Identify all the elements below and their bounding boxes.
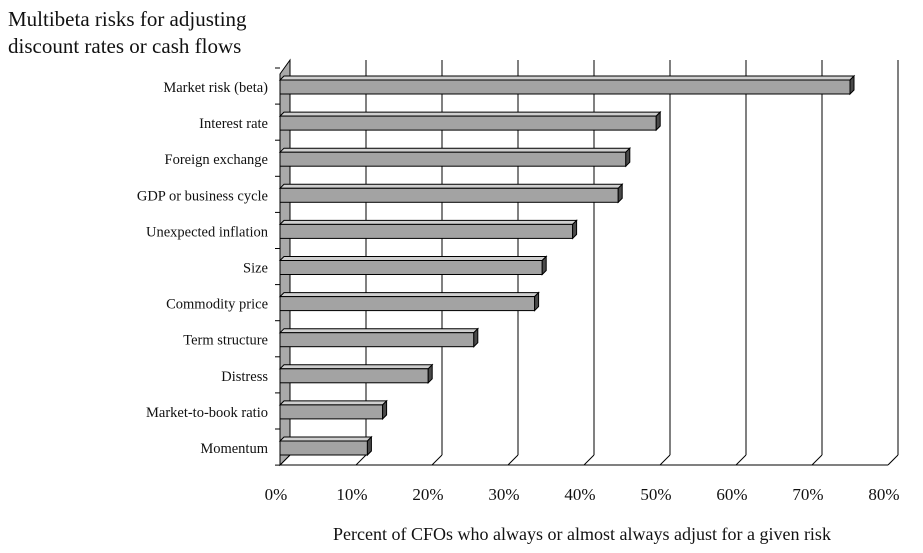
x-tick-label: 70%	[792, 485, 823, 504]
bar	[278, 255, 548, 276]
bar-side-face	[625, 146, 631, 168]
x-tick-label: 0%	[265, 485, 288, 504]
bar-side-face	[655, 110, 661, 132]
category-label: Term structure	[183, 333, 268, 349]
floor-edge	[887, 454, 899, 466]
bar-front-face	[279, 223, 574, 239]
bar-front-face	[279, 368, 429, 384]
bar-front-face	[279, 187, 619, 203]
category-label: GDP or business cycle	[137, 188, 268, 204]
bar	[278, 291, 540, 312]
category-label: Commodity price	[166, 297, 268, 313]
bar	[278, 146, 632, 168]
x-tick-label: 10%	[336, 485, 367, 504]
category-label: Interest rate	[199, 116, 268, 132]
bar	[278, 219, 578, 240]
bar-top-face	[278, 256, 548, 261]
bar	[278, 327, 480, 348]
category-label: Market-to-book ratio	[146, 405, 268, 421]
bar-front-face	[279, 440, 368, 456]
floor-edge	[811, 454, 823, 466]
chart-title-line-1: Multibeta risks for adjusting	[8, 7, 247, 31]
bar-side-face	[382, 399, 388, 421]
bar-front-face	[279, 260, 543, 275]
x-axis-label: Percent of CFOs who always or almost alw…	[333, 524, 831, 544]
category-label: Size	[243, 261, 268, 277]
category-label: Market risk (beta)	[163, 80, 268, 96]
bar-side-face	[849, 74, 855, 96]
bar-top-face	[278, 364, 434, 370]
bar-top-face	[278, 111, 662, 117]
bar-side-face	[366, 435, 372, 457]
bars	[278, 74, 856, 457]
bar-top-face	[278, 436, 373, 442]
bar-top-face	[278, 75, 856, 81]
bar-top-face	[278, 183, 624, 189]
bar	[278, 363, 434, 385]
x-tick-label: 50%	[640, 485, 671, 504]
category-label: Distress	[221, 369, 268, 385]
bar-side-face	[572, 219, 578, 240]
bar	[278, 399, 388, 421]
bar-front-face	[279, 404, 384, 420]
bar-front-face	[279, 79, 851, 95]
floor-edge	[507, 454, 519, 466]
bar	[278, 110, 662, 132]
bar-top-face	[278, 219, 578, 225]
bar	[278, 183, 624, 204]
bar-side-face	[427, 363, 433, 385]
bar	[278, 74, 856, 96]
bar	[278, 435, 373, 457]
x-tick-labels: 0% 10% 20% 30% 40% 50% 60% 70% 80%	[265, 485, 900, 504]
x-tick-label: 80%	[868, 485, 899, 504]
floor-edge	[659, 454, 671, 466]
floor-edge	[431, 454, 443, 466]
floor-edge	[355, 454, 367, 466]
bar-side-face	[473, 327, 479, 348]
category-label: Unexpected inflation	[146, 224, 269, 240]
floor-edge	[735, 454, 747, 466]
category-label: Foreign exchange	[165, 152, 268, 168]
x-tick-label: 40%	[564, 485, 595, 504]
category-label: Momentum	[200, 441, 268, 457]
bar-top-face	[278, 400, 388, 406]
chart-title: Multibeta risks for adjusting discount r…	[8, 6, 247, 60]
bar-top-face	[278, 328, 480, 334]
bar-front-face	[279, 296, 536, 312]
bar-side-face	[617, 183, 623, 204]
bar-side-face	[541, 255, 547, 276]
bar-front-face	[279, 115, 657, 131]
x-tick-label: 30%	[488, 485, 519, 504]
floor-edge	[583, 454, 595, 466]
bar-front-face	[279, 332, 475, 348]
bar-front-face	[279, 151, 627, 167]
bar-top-face	[278, 147, 632, 153]
category-labels: Market risk (beta) Interest rate Foreign e…	[137, 80, 269, 457]
chart-title-line-2: discount rates or cash flows	[8, 34, 242, 58]
bar-top-face	[278, 292, 540, 298]
x-tick-label: 60%	[716, 485, 747, 504]
bar-side-face	[534, 291, 540, 312]
x-tick-label: 20%	[412, 485, 443, 504]
